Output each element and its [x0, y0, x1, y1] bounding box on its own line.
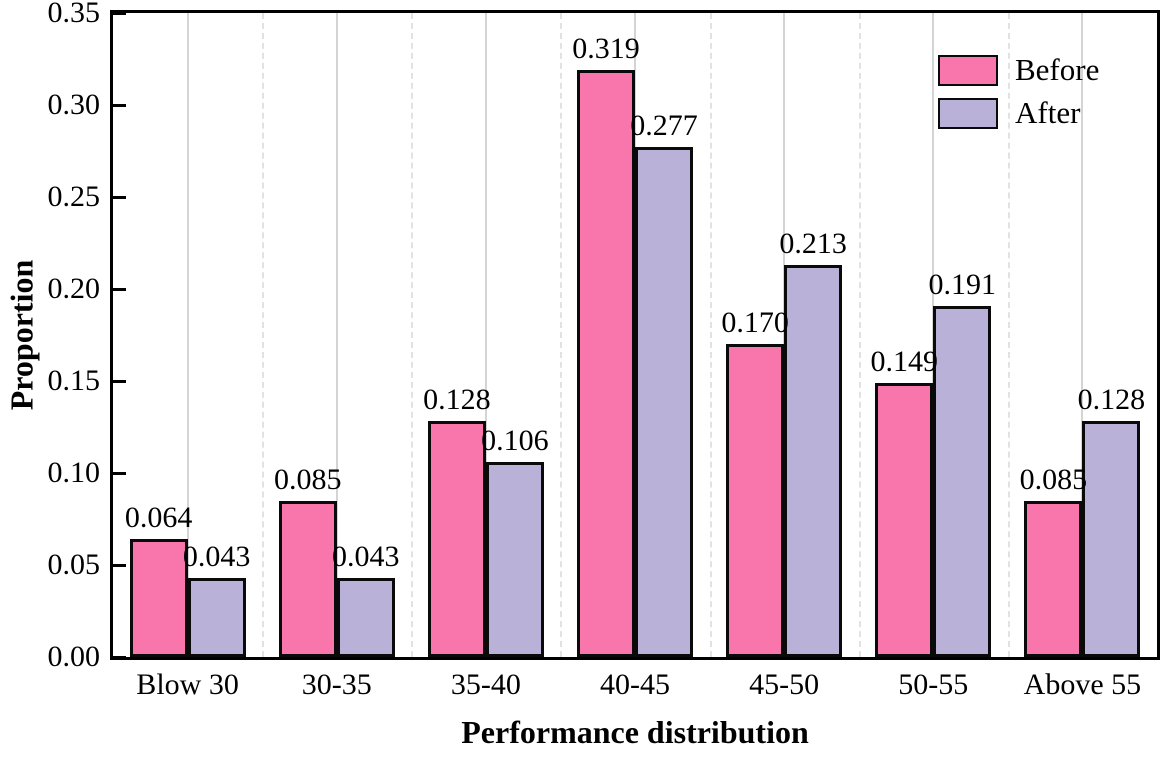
bar-after-40-45: [635, 147, 693, 657]
bar-value-label: 0.085: [1019, 462, 1088, 496]
bar-value-label: 0.191: [928, 267, 997, 301]
bar-value-label: 0.106: [481, 423, 549, 457]
bar-before-40-45: [577, 70, 635, 657]
x-tick-label: 40-45: [600, 668, 670, 701]
y-tick-label: 0.15: [47, 364, 101, 397]
bar-before-Blow 30: [129, 539, 188, 657]
bar-value-label: 0.064: [124, 501, 193, 535]
y-tick-label: 0.00: [47, 640, 101, 673]
y-axis-tick: [113, 379, 126, 383]
bar-before-50-55: [875, 382, 934, 657]
bar-value-label: 0.043: [331, 539, 400, 573]
legend-item-after: After: [938, 97, 1099, 129]
bar-value-label: 0.043: [182, 539, 251, 573]
x-axis-title: Performance distribution: [461, 714, 809, 750]
bar-value-label: 0.170: [721, 306, 789, 340]
gridline-dashed: [1007, 13, 1010, 657]
bar-value-label: 0.213: [779, 227, 847, 261]
bar-value-label: 0.277: [630, 109, 698, 143]
legend-label-before: Before: [1015, 52, 1100, 87]
y-tick-label: 0.10: [47, 456, 101, 489]
y-axis-tick: [113, 287, 126, 291]
x-tick-label: Above 55: [1023, 668, 1142, 701]
y-axis-tick: [113, 11, 126, 15]
gridline-dashed: [560, 13, 563, 657]
bar-before-Above 55: [1024, 500, 1083, 657]
x-tick-label: 35-40: [450, 668, 521, 701]
y-tick-label: 0.30: [47, 88, 101, 121]
y-tick-label: 0.35: [47, 0, 101, 29]
bar-value-label: 0.128: [423, 383, 491, 417]
legend-swatch-after: [938, 97, 998, 129]
gridline-dashed: [262, 13, 265, 657]
y-axis-tick: [113, 195, 126, 199]
bar-before-45-50: [726, 344, 785, 657]
x-tick-label: 30-35: [301, 668, 372, 701]
x-tick-label: 50-55: [898, 668, 969, 701]
bar-after-50-55: [933, 305, 992, 657]
legend: Before After: [938, 54, 1099, 140]
y-tick-label: 0.25: [47, 180, 101, 213]
gridline-solid: [335, 13, 338, 657]
bar-value-label: 0.085: [273, 462, 342, 496]
bar-before-30-35: [278, 500, 337, 657]
bar-after-Above 55: [1082, 421, 1141, 657]
gridline-dashed: [411, 13, 414, 657]
bar-after-30-35: [336, 577, 395, 657]
bar-value-label: 0.319: [572, 32, 640, 66]
y-tick-label: 0.20: [47, 272, 101, 305]
x-tick-label: Blow 30: [136, 668, 239, 701]
y-tick-label: 0.05: [47, 548, 101, 581]
legend-label-after: After: [1015, 95, 1081, 130]
legend-item-before: Before: [938, 54, 1099, 86]
plot-area: [110, 10, 1160, 660]
gridline-solid: [186, 13, 189, 657]
bar-value-label: 0.149: [870, 344, 939, 378]
bar-after-35-40: [485, 461, 544, 657]
y-axis-tick: [113, 471, 126, 475]
gridline-solid: [1081, 13, 1084, 657]
y-axis-tick: [113, 655, 126, 659]
y-axis-tick: [113, 103, 126, 107]
legend-swatch-before: [938, 54, 998, 86]
gridline-dashed: [858, 13, 861, 657]
gridline-dashed: [709, 13, 712, 657]
bar-after-Blow 30: [187, 577, 246, 657]
bar-after-45-50: [784, 265, 843, 657]
gridline-solid: [484, 13, 487, 657]
y-axis-tick: [113, 563, 126, 567]
bar-before-35-40: [427, 421, 486, 657]
x-tick-label: 45-50: [749, 668, 820, 701]
bar-value-label: 0.128: [1077, 383, 1146, 417]
